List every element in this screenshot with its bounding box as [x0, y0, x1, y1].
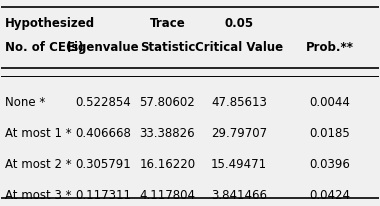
Text: Prob.**: Prob.**	[306, 41, 353, 55]
Text: At most 2 *: At most 2 *	[5, 158, 72, 171]
Text: 0.305791: 0.305791	[75, 158, 131, 171]
Text: None *: None *	[5, 96, 46, 109]
Text: Eigenvalue: Eigenvalue	[67, 41, 139, 55]
Text: 29.79707: 29.79707	[211, 127, 267, 140]
Text: 47.85613: 47.85613	[211, 96, 267, 109]
Text: 33.38826: 33.38826	[139, 127, 195, 140]
Text: 0.0044: 0.0044	[309, 96, 350, 109]
Text: 57.80602: 57.80602	[139, 96, 195, 109]
Text: At most 1 *: At most 1 *	[5, 127, 72, 140]
Text: Hypothesized: Hypothesized	[5, 18, 95, 30]
Text: 0.0396: 0.0396	[309, 158, 350, 171]
Text: 0.117311: 0.117311	[75, 189, 131, 202]
Text: Trace: Trace	[149, 18, 185, 30]
Text: Critical Value: Critical Value	[195, 41, 283, 55]
Text: 0.522854: 0.522854	[75, 96, 131, 109]
Text: 0.0185: 0.0185	[309, 127, 350, 140]
Text: 0.406668: 0.406668	[75, 127, 131, 140]
Text: Statistic: Statistic	[140, 41, 195, 55]
Text: 4.117804: 4.117804	[139, 189, 195, 202]
Text: 0.0424: 0.0424	[309, 189, 350, 202]
Text: 15.49471: 15.49471	[211, 158, 267, 171]
Text: No. of CE(s): No. of CE(s)	[5, 41, 84, 55]
Text: At most 3 *: At most 3 *	[5, 189, 72, 202]
Text: 3.841466: 3.841466	[211, 189, 267, 202]
Text: 16.16220: 16.16220	[139, 158, 195, 171]
Text: 0.05: 0.05	[225, 18, 253, 30]
